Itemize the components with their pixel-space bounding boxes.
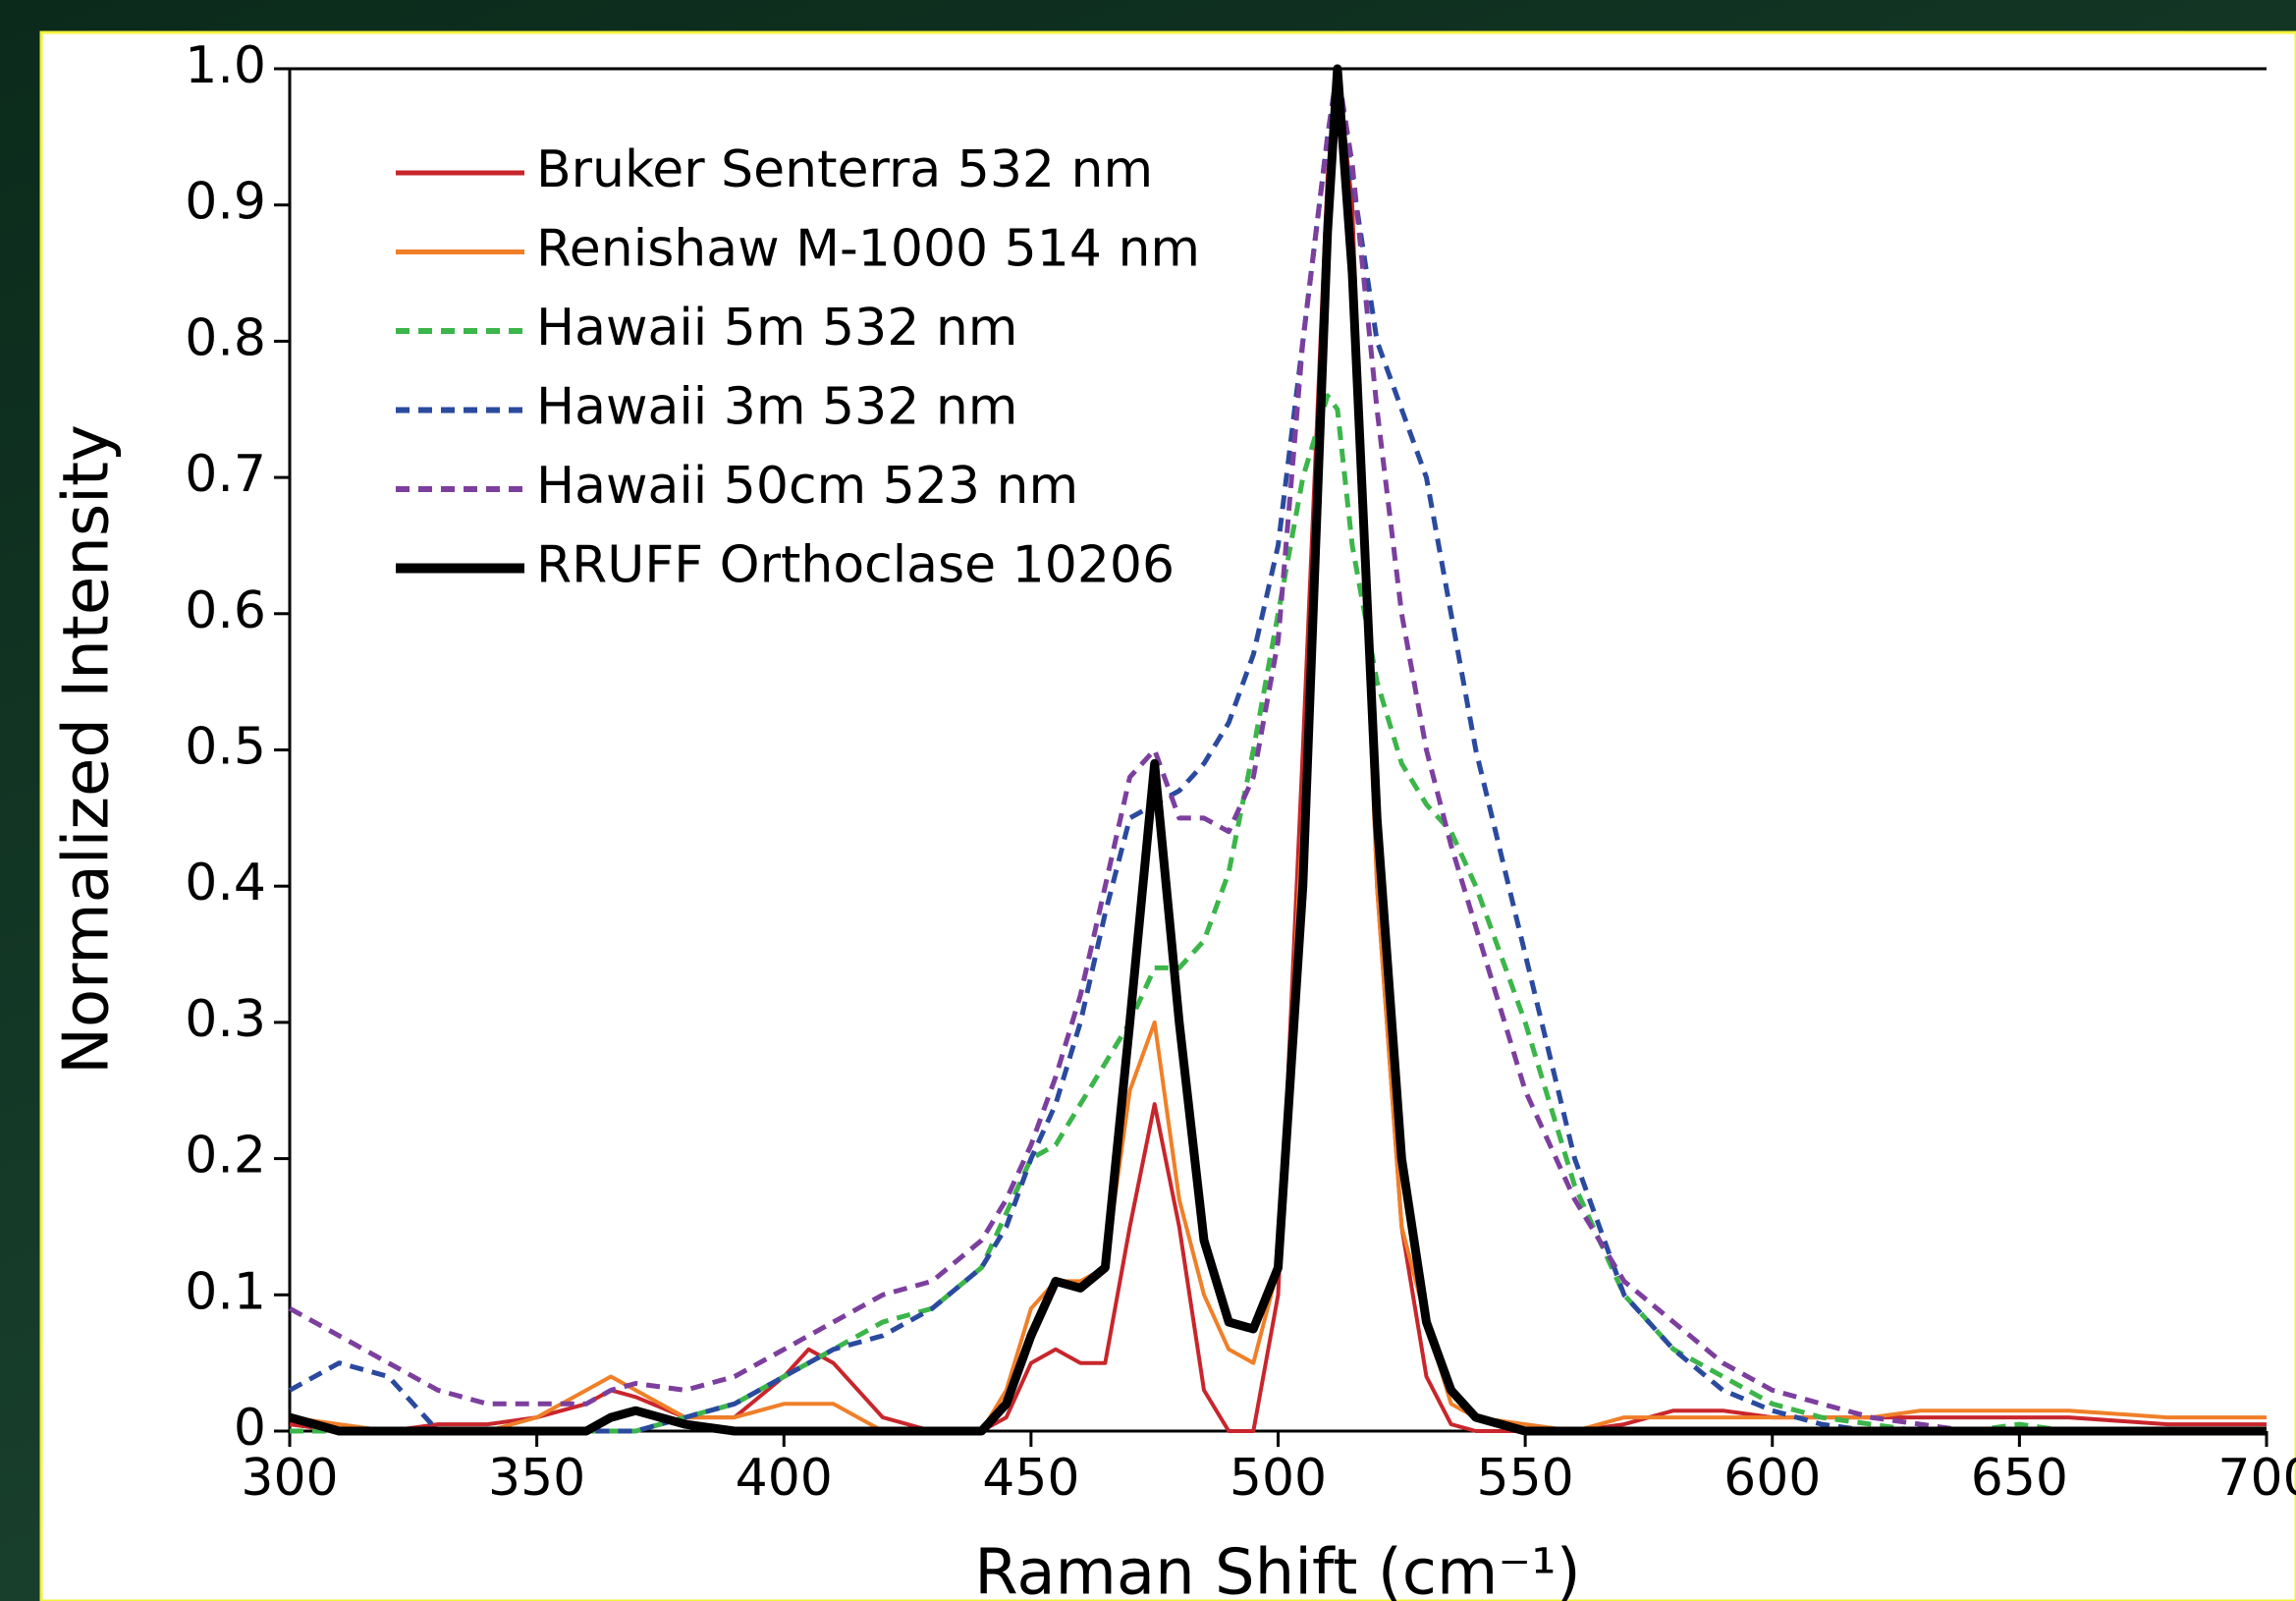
- series-line: [288, 64, 2267, 1436]
- legend-label: Bruker Senterra 532 nm: [536, 140, 1153, 199]
- legend-label: Hawaii 50cm 523 nm: [536, 457, 1078, 516]
- series-line: [288, 66, 2267, 1434]
- y-tick-label: 0.4: [185, 854, 266, 912]
- x-tick-label: 350: [488, 1449, 585, 1508]
- y-tick-label: 0.1: [185, 1262, 266, 1321]
- y-tick-label: 1.0: [185, 36, 266, 95]
- y-tick-label: 0.8: [185, 308, 266, 367]
- y-tick-label: 0.9: [185, 173, 266, 232]
- legend-label: RRUFF Orthoclase 10206: [536, 536, 1175, 595]
- series-line: [290, 393, 2267, 1434]
- series-line: [289, 67, 2267, 1433]
- y-tick-label: 0.7: [185, 445, 266, 504]
- y-tick-label: 0.2: [185, 1127, 266, 1186]
- y-tick-label: 0.3: [185, 990, 266, 1049]
- x-tick-label: 450: [982, 1449, 1079, 1508]
- x-tick-label: 600: [1723, 1449, 1821, 1508]
- y-tick-label: 0.5: [185, 718, 266, 777]
- y-tick-label: 0: [234, 1399, 266, 1458]
- x-tick-label: 650: [1971, 1449, 2068, 1508]
- series-line: [288, 66, 2267, 1434]
- series-line: [289, 107, 2267, 1433]
- legend-label: Renishaw M-1000 514 nm: [536, 220, 1200, 279]
- y-axis-title: Normalized Intensity: [51, 424, 124, 1075]
- legend-label: Hawaii 3m 532 nm: [536, 378, 1017, 437]
- x-tick-label: 300: [241, 1449, 338, 1508]
- x-tick-label: 550: [1476, 1449, 1573, 1508]
- x-tick-label: 400: [736, 1449, 833, 1508]
- panel: [39, 30, 2296, 1601]
- x-tick-label: 500: [1230, 1449, 1327, 1508]
- x-tick-label: 700: [2217, 1449, 2296, 1508]
- x-axis-title: Raman Shift (cm⁻¹): [974, 1537, 1580, 1601]
- legend-label: Hawaii 5m 532 nm: [536, 299, 1017, 358]
- y-tick-label: 0.6: [185, 581, 266, 640]
